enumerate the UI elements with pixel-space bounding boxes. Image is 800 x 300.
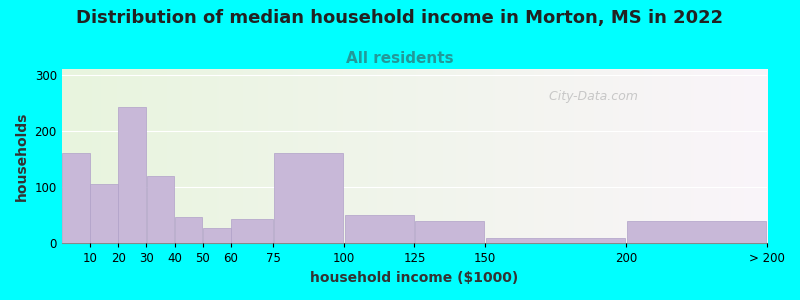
Bar xyxy=(175,217,202,243)
Bar xyxy=(203,228,230,243)
Bar xyxy=(486,238,625,243)
Bar xyxy=(627,221,766,243)
X-axis label: household income ($1000): household income ($1000) xyxy=(310,271,518,285)
Bar xyxy=(415,221,484,243)
Bar xyxy=(62,153,90,243)
Bar xyxy=(345,215,414,243)
Text: City-Data.com: City-Data.com xyxy=(542,90,638,103)
Bar xyxy=(231,219,273,243)
Bar xyxy=(90,184,118,243)
Bar xyxy=(118,107,146,243)
Bar xyxy=(274,153,343,243)
Y-axis label: households: households xyxy=(15,112,29,201)
Bar xyxy=(146,176,174,243)
Text: Distribution of median household income in Morton, MS in 2022: Distribution of median household income … xyxy=(77,9,723,27)
Text: All residents: All residents xyxy=(346,51,454,66)
